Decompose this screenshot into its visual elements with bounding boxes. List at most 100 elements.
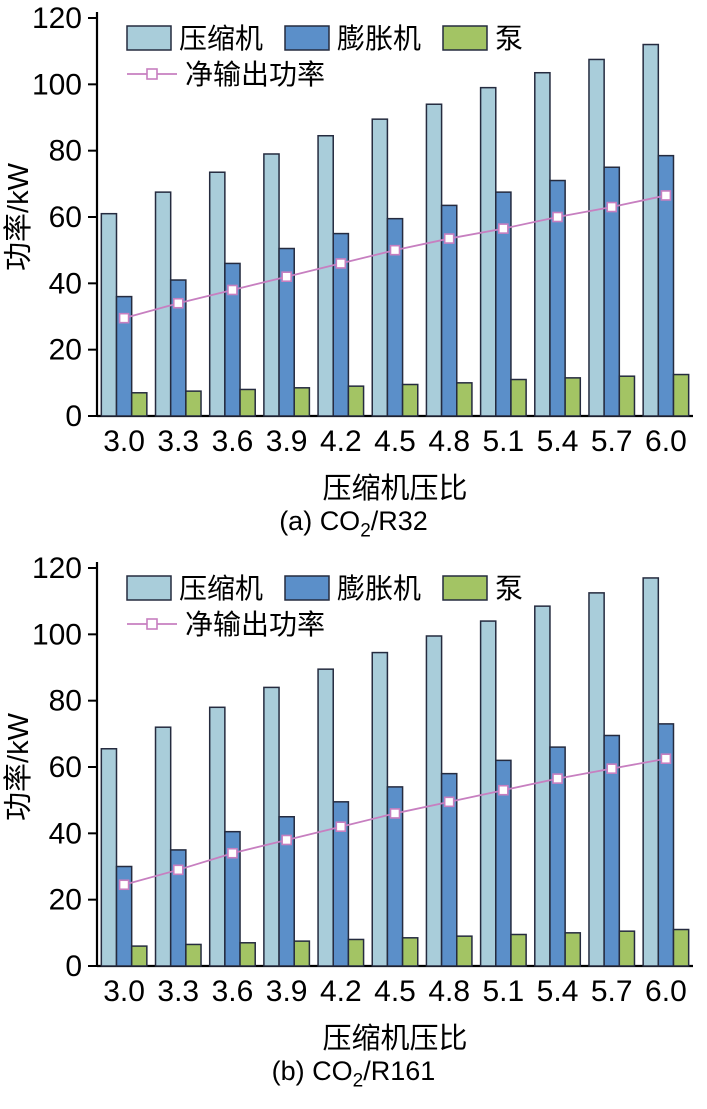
chart-a-caption: (a) CO2/R32	[0, 504, 707, 541]
line-marker	[118, 312, 130, 324]
bar-series1-cat5	[386, 786, 404, 967]
bar-series0-cat3	[263, 686, 280, 967]
y-tick-label: 40	[49, 817, 82, 850]
bar-series2-cat4	[347, 385, 365, 417]
line-marker	[606, 201, 618, 213]
x-tick-label: 3.9	[266, 975, 308, 1008]
x-tick-label: 3.3	[157, 975, 199, 1008]
line-marker	[389, 808, 401, 819]
line-marker	[281, 271, 292, 283]
line-marker	[443, 233, 455, 244]
bar-series2-cat5	[401, 383, 419, 417]
caption-b-post: /R161	[363, 1056, 436, 1086]
legend-label-1: 膨胀机	[337, 573, 421, 604]
bar-series0-cat8	[534, 71, 551, 417]
x-tick-label: 4.2	[320, 425, 362, 458]
bar-series2-cat3	[293, 387, 311, 417]
bar-series1-cat1	[169, 849, 187, 967]
bar-series2-cat4	[347, 938, 365, 967]
line-marker	[552, 773, 563, 784]
bar-series1-cat6	[440, 772, 458, 967]
bar-series0-cat0	[100, 212, 118, 417]
bar-series0-cat8	[534, 605, 551, 967]
x-tick-label: 5.1	[483, 425, 525, 458]
bar-series2-cat0	[130, 392, 148, 417]
bar-series1-cat3	[278, 816, 295, 967]
bar-series0-cat3	[263, 153, 280, 417]
bar-series1-cat10	[657, 723, 675, 967]
bar-series0-cat4	[317, 668, 334, 967]
bar-series1-cat4	[332, 801, 350, 967]
bar-series2-cat6	[456, 382, 473, 417]
bar-series0-cat0	[100, 748, 118, 967]
x-tick-label: 3.6	[212, 975, 254, 1008]
line-marker	[498, 223, 509, 234]
line-marker	[660, 753, 672, 765]
caption-a-pre: (a) CO	[279, 506, 361, 536]
legend-swatch-0	[126, 575, 172, 601]
caption-b-sub: 2	[352, 1070, 364, 1092]
x-tick-label: 3.9	[266, 425, 308, 458]
x-axis-title: 压缩机压比	[322, 472, 467, 502]
y-tick-label: 80	[49, 685, 82, 718]
bar-series1-cat8	[549, 179, 566, 417]
legend-line-label: 净输出功率	[185, 59, 325, 90]
bar-series2-cat3	[293, 940, 311, 967]
bar-series0-cat9	[588, 592, 605, 967]
line-marker	[443, 796, 455, 808]
bar-series1-cat7	[495, 759, 512, 967]
bar-series0-cat2	[208, 706, 226, 967]
y-tick-label: 0	[65, 400, 82, 433]
line-marker	[606, 763, 618, 774]
x-tick-label: 5.7	[591, 975, 633, 1008]
line-marker	[389, 244, 401, 256]
legend-line-label: 净输出功率	[185, 609, 325, 640]
x-tick-label: 3.6	[212, 425, 254, 458]
bar-series1-cat2	[224, 262, 241, 417]
x-tick-label: 4.8	[428, 975, 470, 1008]
legend-swatch-1	[284, 575, 330, 601]
x-tick-label: 3.3	[157, 425, 199, 458]
legend-swatch-2	[442, 575, 488, 601]
line-marker	[227, 284, 238, 296]
legend-swatch-0	[126, 25, 172, 51]
legend-label-0: 压缩机	[179, 573, 263, 604]
line-marker	[281, 834, 292, 846]
bar-series2-cat1	[185, 390, 202, 417]
y-tick-label: 20	[49, 884, 82, 917]
y-tick-label: 60	[49, 201, 82, 234]
y-tick-label: 60	[49, 751, 82, 784]
bar-series0-cat7	[479, 86, 497, 417]
x-tick-label: 5.7	[591, 425, 633, 458]
x-tick-label: 4.5	[374, 975, 416, 1008]
bar-series2-cat1	[185, 943, 202, 967]
legend-label-1: 膨胀机	[337, 23, 421, 54]
bar-series0-cat1	[154, 726, 172, 967]
line-marker	[227, 847, 238, 859]
bar-series2-cat5	[401, 937, 419, 967]
line-marker	[172, 864, 184, 876]
chart-b-canvas: 0 20 40 60 80 100 120 3.0 3.3 3.6 3.9 4.2 4.5 4.8 5.1 5…	[0, 552, 707, 1055]
chart-b-block: 0 20 40 60 80 100 120 3.0 3.3 3.6 3.9 4.2 4.5 4.8 5.1 5…	[0, 552, 707, 1092]
x-tick-label: 5.4	[537, 425, 579, 458]
bar-series1-cat9	[603, 734, 621, 967]
line-marker	[172, 297, 184, 309]
x-tick-label: 6.0	[645, 975, 687, 1008]
legend-label-2: 泵	[495, 23, 523, 54]
x-tick-label: 4.5	[374, 425, 416, 458]
line-marker	[660, 190, 672, 201]
y-tick-label: 120	[32, 552, 82, 585]
bar-series2-cat10	[672, 373, 690, 417]
bar-series0-cat1	[154, 191, 172, 417]
x-tick-label: 4.2	[320, 975, 362, 1008]
bar-series1-cat0	[115, 295, 133, 417]
line-marker	[552, 211, 563, 223]
chart-a-block: 0 20 40 60 80 100 120 3.0 3.3 3.6 3.9 4.2 4.5 4.8 5.1 5…	[0, 2, 707, 541]
bar-series2-cat7	[510, 933, 527, 967]
chart-svg: 0 20 40 60 80 100 120 3.0 3.3 3.6 3.9 4.2 4.5 4.8 5.1 5…	[2, 2, 693, 505]
legend-swatch-1	[284, 25, 330, 51]
bar-series0-cat10	[642, 43, 660, 417]
bar-series1-cat5	[386, 217, 404, 417]
bar-series1-cat4	[332, 232, 350, 417]
line-marker	[335, 821, 347, 833]
